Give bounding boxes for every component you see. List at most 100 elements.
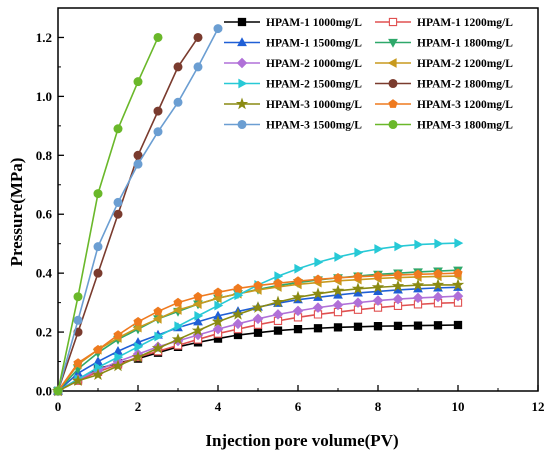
data-point [172, 305, 182, 315]
legend-label: HPAM-1 1800mg/L [417, 38, 513, 50]
legend-marker [388, 78, 398, 89]
data-point [274, 271, 284, 281]
data-point [131, 350, 145, 363]
data-point [293, 276, 303, 286]
data-point [111, 359, 125, 372]
legend-item: HPAM-1 1500mg/L [224, 37, 362, 50]
data-point [153, 32, 163, 42]
data-point [251, 301, 265, 313]
legend-label: HPAM-1 1500mg/L [266, 38, 362, 50]
legend-marker [388, 17, 398, 27]
data-point [374, 244, 384, 254]
data-point [191, 324, 205, 336]
series-10 [53, 268, 463, 395]
legend-item: HPAM-3 1800mg/L [375, 120, 513, 132]
data-point [193, 291, 203, 301]
legend-label: HPAM-2 1000mg/L [266, 58, 362, 70]
data-point [412, 292, 424, 304]
data-point [173, 62, 183, 72]
data-point [372, 295, 384, 306]
data-point [271, 295, 285, 308]
data-point [73, 358, 83, 367]
data-point [373, 270, 383, 280]
y-axis-title: Pressure(MPa) [7, 158, 26, 267]
data-point [311, 287, 325, 300]
legend-item: HPAM-1 1200mg/L [375, 17, 513, 29]
data-point [212, 293, 222, 304]
series-9 [51, 278, 465, 397]
y-tick-label: 0.0 [36, 384, 52, 399]
data-point [413, 269, 423, 279]
data-point [313, 324, 323, 333]
data-point [234, 290, 244, 301]
data-point [232, 318, 244, 330]
y-tick-label: 0.8 [36, 148, 53, 163]
legend-item: HPAM-3 1000mg/L [224, 97, 362, 111]
data-point [93, 344, 103, 354]
data-point [393, 321, 403, 331]
legend-item: HPAM-2 1000mg/L [224, 57, 362, 70]
legend-marker [237, 37, 247, 47]
data-point [414, 239, 424, 250]
x-tick-label: 0 [55, 399, 62, 414]
data-point [153, 106, 163, 116]
legend-marker [388, 38, 398, 48]
data-point [351, 282, 365, 295]
legend-label: HPAM-2 1800mg/L [417, 79, 513, 91]
data-point [392, 293, 404, 305]
data-point [273, 278, 283, 288]
data-point [291, 290, 305, 303]
data-point [371, 280, 385, 293]
data-point [452, 290, 464, 302]
data-point [353, 322, 363, 331]
data-point [312, 302, 324, 313]
data-point [293, 324, 303, 334]
data-point [174, 321, 184, 332]
y-tick-label: 0.4 [36, 266, 53, 281]
legend-marker [388, 119, 398, 130]
data-point [152, 313, 162, 324]
legend-item: HPAM-3 1500mg/L [224, 120, 362, 132]
data-point [333, 273, 343, 282]
data-point [154, 331, 164, 342]
x-tick-label: 8 [375, 399, 382, 414]
x-tick-label: 12 [532, 399, 545, 414]
data-point [132, 322, 142, 333]
data-point [93, 242, 103, 252]
data-point [373, 322, 383, 331]
data-point [431, 278, 445, 291]
data-point [413, 321, 423, 330]
data-point [273, 326, 283, 335]
x-tick-label: 10 [452, 399, 465, 414]
y-tick-label: 1.2 [36, 30, 52, 45]
data-point [134, 341, 144, 352]
legend-marker [237, 17, 247, 27]
data-point [153, 306, 163, 316]
x-tick-label: 6 [295, 399, 302, 414]
legend-item: HPAM-3 1200mg/L [375, 99, 513, 111]
legend-label: HPAM-3 1800mg/L [417, 120, 513, 132]
data-point [331, 284, 345, 297]
legend-marker [238, 78, 248, 89]
data-point [153, 127, 163, 137]
data-point [93, 189, 103, 199]
data-point [133, 150, 143, 160]
legend-label: HPAM-3 1000mg/L [266, 99, 362, 111]
data-point [433, 268, 443, 278]
data-point [113, 330, 123, 339]
data-point [91, 368, 105, 381]
data-point [314, 257, 324, 268]
legend-item: HPAM-2 1800mg/L [375, 79, 513, 91]
series-line [57, 37, 159, 392]
series-layer [51, 24, 465, 397]
data-point [194, 310, 204, 321]
data-point [231, 307, 245, 320]
legend-marker [237, 119, 247, 130]
data-point [214, 300, 224, 311]
x-axis-title: Injection pore volume(PV) [205, 431, 398, 450]
data-point [352, 297, 364, 308]
data-point [453, 320, 463, 330]
legend-label: HPAM-1 1000mg/L [266, 17, 362, 29]
